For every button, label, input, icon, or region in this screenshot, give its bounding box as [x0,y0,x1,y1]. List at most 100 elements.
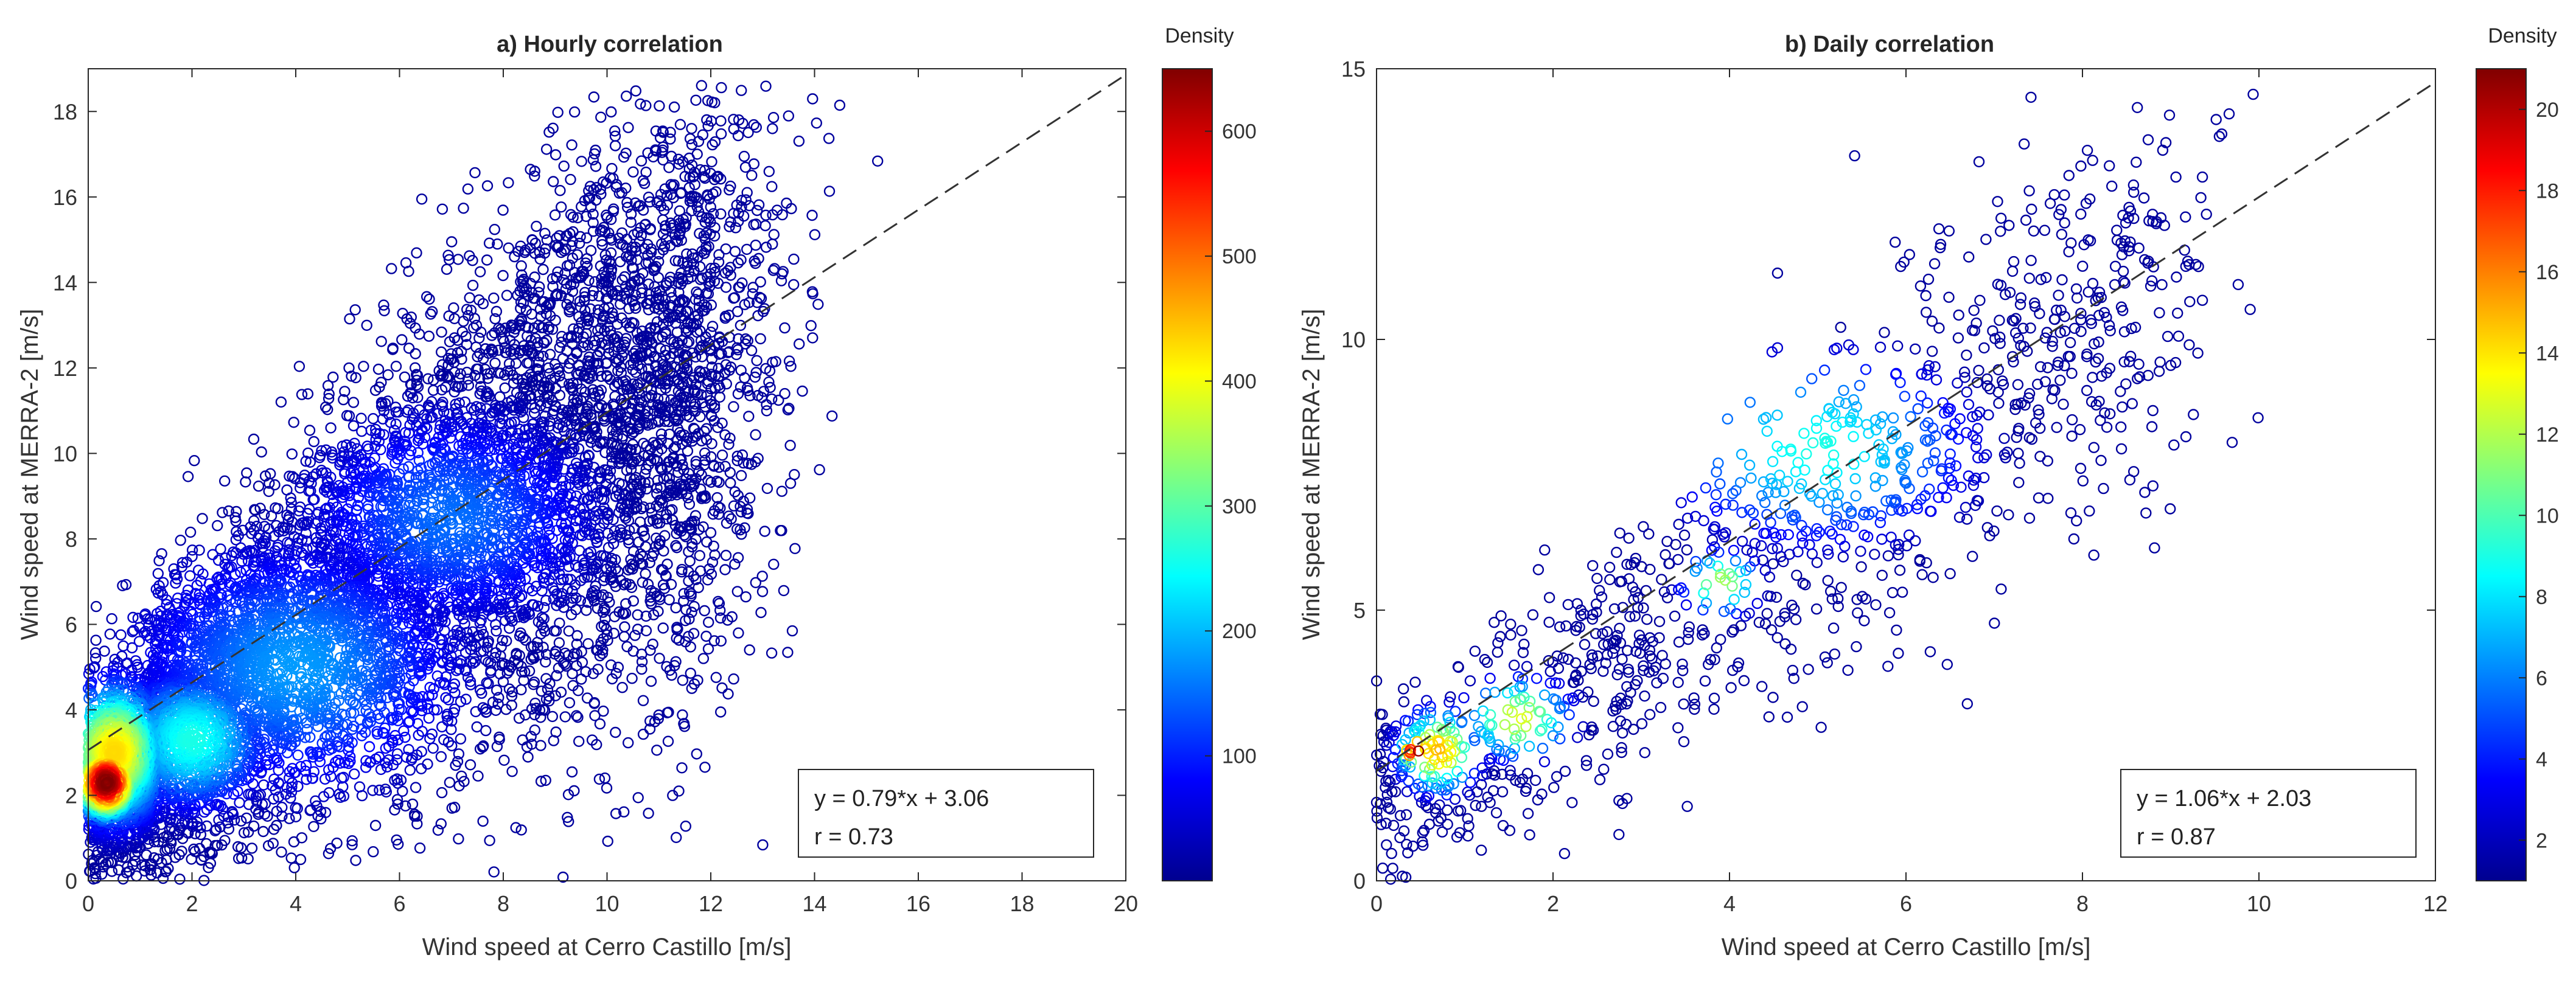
scatter-point [606,214,617,225]
scatter-point [621,196,633,209]
scatter-point [207,549,218,560]
scatter-point [483,237,495,249]
scatter-point [759,220,771,232]
scatter-point [659,183,671,195]
scatter-point [669,255,682,266]
scatter-point [756,586,769,597]
scatter-point [759,526,770,537]
scatter-point [579,305,591,316]
scatter-point [716,450,728,461]
scatter-point [618,631,630,642]
scatter-point [436,787,448,799]
scatter-point [616,274,628,286]
scatter-point [197,513,208,524]
scatter-point [436,326,447,338]
scatter-point [730,222,742,234]
scatter-point [441,263,453,275]
scatter-point [665,286,677,298]
scatter-point [363,741,375,752]
scatter-point [201,838,212,850]
scatter-point [714,391,726,403]
scatter-point [325,422,337,434]
scatter-point [757,839,769,851]
scatter-point [686,205,697,217]
panel-a-title: a) Hourly correlation [497,32,723,57]
scatter-point [756,571,768,582]
scatter-point [715,115,727,127]
scatter-point [558,160,570,172]
scatter-point [436,721,448,733]
scatter-point [680,820,692,832]
scatter-point [653,195,665,207]
scatter-point [651,745,663,756]
scatter-point [805,320,817,332]
scatter-point [579,287,591,298]
scatter-point [472,770,484,782]
scatter-point [473,332,485,344]
scatter-point [626,672,638,684]
scatter-point [548,176,559,187]
scatter-point [276,846,287,858]
scatter-point [549,209,561,221]
scatter-point [761,405,773,417]
scatter-point [735,470,747,481]
scatter-point [657,331,668,343]
scatter-point [531,220,542,232]
scatter-point [596,239,608,251]
scatter-point [703,193,715,205]
scatter-point [526,287,537,299]
scatter-point [240,476,251,488]
scatter-point [685,667,697,679]
scatter-point [788,253,800,265]
scatter-point [517,734,528,746]
scatter-point [488,292,500,304]
scatter-point [732,388,744,400]
scatter-point [728,673,739,685]
scatter-point [436,203,449,215]
scatter-point [540,144,553,155]
scatter-point [581,232,593,244]
scatter-point [693,302,705,313]
scatter-point [322,404,333,415]
scatter-point [720,549,732,561]
scatter-point [725,269,736,281]
scatter-point [534,253,546,265]
scatter-point [834,99,846,111]
scatter-point [347,397,360,408]
scatter-point [642,249,654,261]
scatter-point [355,412,367,424]
scatter-point [410,348,421,360]
scatter-point [651,316,663,328]
scatter-point [654,653,665,664]
scatter-point [563,293,574,305]
scatter-point [331,837,343,849]
scatter-point [663,162,675,173]
scatter-point [308,436,319,448]
scatter-point [567,252,579,264]
scatter-point [296,832,308,844]
scatter-point [640,568,651,580]
scatter-point [719,267,731,279]
scatter-point [668,336,680,348]
scatter-point [623,122,634,133]
scatter-point [785,361,797,372]
scatter-point [259,808,271,820]
scatter-point [379,305,390,316]
scatter-point [501,290,513,301]
scatter-point [644,323,656,335]
scatter-point [443,310,455,322]
scatter-point [534,281,545,293]
scatter-point [550,149,562,161]
scatter-point [474,684,486,696]
scatter-point [767,265,780,276]
scatter-point [760,209,772,221]
scatter-point [723,439,735,450]
scatter-point [755,276,766,288]
scatter-point [90,634,102,646]
scatter-point [812,299,824,310]
scatter-point [464,759,476,771]
scatter-point [407,798,419,810]
scatter-point [519,246,531,259]
scatter-point [699,762,711,773]
scatter-point [706,156,717,168]
